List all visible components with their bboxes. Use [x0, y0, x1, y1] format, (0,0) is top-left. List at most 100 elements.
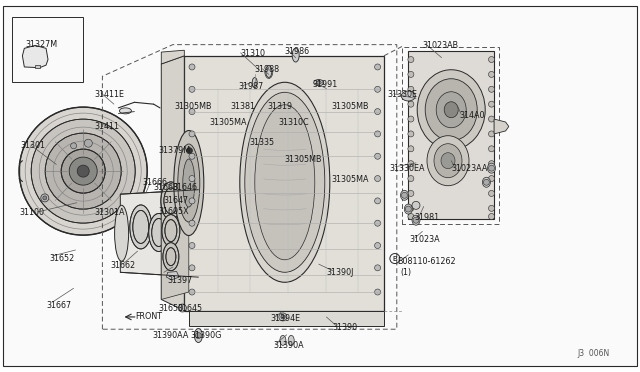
Text: 31987: 31987 [238, 82, 263, 91]
Text: 31023A: 31023A [410, 235, 440, 244]
Text: 31647: 31647 [163, 196, 188, 205]
Circle shape [43, 196, 47, 200]
Circle shape [488, 86, 495, 92]
Polygon shape [120, 190, 198, 277]
Text: J3  006N: J3 006N [577, 349, 609, 358]
Ellipse shape [412, 215, 420, 225]
Text: 31652: 31652 [50, 254, 75, 263]
Circle shape [41, 194, 49, 202]
Ellipse shape [161, 182, 181, 220]
Polygon shape [35, 65, 40, 68]
Ellipse shape [288, 336, 294, 345]
Ellipse shape [178, 144, 200, 222]
Text: 31390A: 31390A [274, 341, 305, 350]
Ellipse shape [441, 153, 455, 169]
Ellipse shape [164, 188, 178, 214]
Ellipse shape [115, 205, 129, 261]
Circle shape [405, 206, 412, 212]
Ellipse shape [427, 136, 469, 186]
Circle shape [189, 198, 195, 204]
Ellipse shape [444, 102, 458, 118]
Text: 31305MA: 31305MA [210, 118, 248, 126]
Circle shape [408, 176, 414, 182]
Circle shape [408, 57, 414, 62]
Text: 31390G: 31390G [191, 331, 222, 340]
Text: (1): (1) [400, 268, 411, 277]
Text: 31986: 31986 [285, 47, 310, 56]
Polygon shape [494, 119, 509, 134]
Circle shape [374, 289, 381, 295]
Circle shape [189, 86, 195, 92]
Ellipse shape [130, 205, 152, 249]
Ellipse shape [434, 144, 462, 178]
Text: 31411: 31411 [95, 122, 120, 131]
Circle shape [374, 176, 381, 182]
Ellipse shape [401, 91, 415, 101]
Circle shape [189, 64, 195, 70]
Text: 31650: 31650 [159, 304, 184, 312]
Text: 31379M: 31379M [159, 146, 191, 155]
Ellipse shape [166, 248, 176, 266]
Circle shape [189, 109, 195, 115]
Text: 31305MB: 31305MB [285, 155, 323, 164]
Circle shape [483, 179, 490, 185]
Circle shape [374, 109, 381, 115]
Polygon shape [161, 50, 184, 64]
Ellipse shape [170, 223, 182, 247]
Text: 31023AB: 31023AB [422, 41, 458, 50]
Circle shape [488, 214, 495, 219]
Circle shape [189, 289, 195, 295]
Polygon shape [161, 56, 184, 311]
Circle shape [408, 146, 414, 152]
Text: 31605X: 31605X [159, 207, 189, 216]
Polygon shape [189, 311, 384, 326]
Text: 31390J: 31390J [326, 268, 354, 277]
Circle shape [413, 217, 419, 223]
Text: 31981: 31981 [415, 213, 440, 222]
Circle shape [179, 304, 186, 312]
Polygon shape [166, 272, 179, 280]
Text: 31381: 31381 [230, 102, 255, 110]
Text: 31645: 31645 [178, 304, 203, 312]
Circle shape [45, 133, 121, 209]
Circle shape [488, 165, 495, 171]
Circle shape [189, 220, 195, 226]
Ellipse shape [167, 218, 185, 252]
Ellipse shape [120, 108, 131, 114]
Ellipse shape [280, 336, 286, 345]
Ellipse shape [404, 204, 412, 214]
Text: B: B [392, 256, 397, 262]
Circle shape [189, 153, 195, 159]
Ellipse shape [425, 79, 477, 141]
Text: 31335: 31335 [250, 138, 275, 147]
Ellipse shape [174, 131, 204, 235]
Text: 31411E: 31411E [95, 90, 125, 99]
Text: 31991: 31991 [312, 80, 337, 89]
Ellipse shape [195, 328, 202, 343]
Text: 31390: 31390 [333, 323, 358, 332]
Ellipse shape [162, 215, 180, 247]
Text: 31662: 31662 [110, 262, 135, 270]
Circle shape [374, 153, 381, 159]
Ellipse shape [133, 211, 149, 243]
Text: 31397: 31397 [168, 276, 193, 285]
Circle shape [374, 220, 381, 226]
Ellipse shape [292, 48, 299, 62]
Circle shape [189, 243, 195, 248]
Circle shape [84, 139, 92, 147]
Circle shape [488, 161, 495, 167]
Text: 31394E: 31394E [270, 314, 300, 323]
Circle shape [31, 119, 135, 223]
Circle shape [189, 265, 195, 271]
Circle shape [488, 205, 495, 211]
Ellipse shape [281, 315, 285, 319]
Circle shape [408, 71, 414, 77]
Text: FRONT: FRONT [136, 312, 163, 321]
Ellipse shape [163, 243, 179, 271]
Text: 31988: 31988 [255, 65, 280, 74]
Circle shape [412, 201, 420, 209]
Text: 31310: 31310 [240, 49, 265, 58]
Circle shape [408, 101, 414, 107]
Text: 31646: 31646 [173, 183, 198, 192]
Ellipse shape [152, 218, 166, 247]
